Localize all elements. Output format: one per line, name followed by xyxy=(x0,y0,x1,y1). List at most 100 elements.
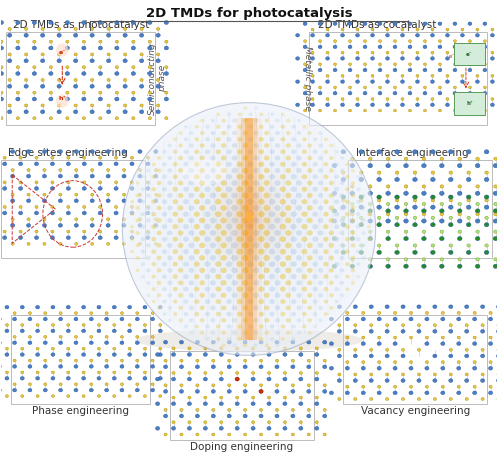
Circle shape xyxy=(112,323,116,326)
Text: 2D TMDs as photocatalyst: 2D TMDs as photocatalyst xyxy=(13,19,149,29)
Circle shape xyxy=(264,131,269,135)
Circle shape xyxy=(356,212,360,216)
Circle shape xyxy=(232,318,237,323)
Circle shape xyxy=(356,28,359,31)
Circle shape xyxy=(252,371,254,374)
Circle shape xyxy=(448,329,453,333)
Circle shape xyxy=(326,28,329,31)
Circle shape xyxy=(302,261,308,267)
Circle shape xyxy=(115,117,118,120)
Circle shape xyxy=(205,137,210,141)
Circle shape xyxy=(386,74,389,77)
Circle shape xyxy=(378,45,382,48)
Ellipse shape xyxy=(234,200,264,238)
Circle shape xyxy=(26,174,30,178)
Circle shape xyxy=(340,294,344,297)
Circle shape xyxy=(122,223,126,227)
Circle shape xyxy=(350,269,355,272)
Circle shape xyxy=(74,34,78,37)
Circle shape xyxy=(285,193,292,198)
Circle shape xyxy=(112,376,116,380)
Circle shape xyxy=(128,347,131,350)
FancyBboxPatch shape xyxy=(454,43,485,65)
Circle shape xyxy=(44,365,48,368)
Circle shape xyxy=(65,97,70,101)
Circle shape xyxy=(114,97,119,101)
Circle shape xyxy=(377,195,382,199)
Circle shape xyxy=(307,205,312,211)
Circle shape xyxy=(449,398,452,400)
Circle shape xyxy=(204,402,208,405)
Circle shape xyxy=(356,51,359,54)
Circle shape xyxy=(146,206,150,208)
Circle shape xyxy=(362,231,366,235)
Circle shape xyxy=(307,168,312,173)
Circle shape xyxy=(285,217,292,223)
Circle shape xyxy=(394,86,396,89)
Circle shape xyxy=(36,353,40,357)
Circle shape xyxy=(194,274,200,279)
Circle shape xyxy=(326,98,329,100)
Circle shape xyxy=(476,157,480,160)
Circle shape xyxy=(212,409,215,411)
Circle shape xyxy=(19,156,22,159)
Circle shape xyxy=(302,287,307,291)
Circle shape xyxy=(59,359,62,362)
Text: Semiconducting
phase: Semiconducting phase xyxy=(148,42,168,115)
Circle shape xyxy=(401,379,405,382)
Circle shape xyxy=(264,331,269,335)
Circle shape xyxy=(226,249,232,255)
Circle shape xyxy=(270,299,275,304)
Circle shape xyxy=(248,186,254,192)
Circle shape xyxy=(362,256,366,260)
Circle shape xyxy=(304,86,306,89)
Circle shape xyxy=(248,211,254,217)
Circle shape xyxy=(393,22,397,25)
Circle shape xyxy=(290,249,296,255)
Circle shape xyxy=(158,347,162,350)
Circle shape xyxy=(334,275,339,279)
Circle shape xyxy=(150,365,154,368)
Circle shape xyxy=(334,187,339,192)
Circle shape xyxy=(418,373,420,376)
Circle shape xyxy=(377,317,381,321)
Circle shape xyxy=(353,329,358,333)
Circle shape xyxy=(248,236,254,242)
Circle shape xyxy=(11,242,14,245)
Circle shape xyxy=(123,110,127,114)
Circle shape xyxy=(466,251,471,255)
Circle shape xyxy=(360,171,363,174)
Circle shape xyxy=(424,109,426,112)
Circle shape xyxy=(66,211,70,215)
Circle shape xyxy=(236,347,239,350)
Circle shape xyxy=(378,312,381,314)
Circle shape xyxy=(362,336,365,339)
Circle shape xyxy=(296,306,302,310)
Circle shape xyxy=(458,185,462,188)
Circle shape xyxy=(356,34,360,37)
Circle shape xyxy=(417,329,421,333)
Circle shape xyxy=(32,91,36,94)
Circle shape xyxy=(417,379,421,382)
Circle shape xyxy=(228,384,231,387)
Circle shape xyxy=(82,395,85,397)
Circle shape xyxy=(28,359,32,362)
Circle shape xyxy=(304,40,306,43)
Circle shape xyxy=(394,386,396,388)
Circle shape xyxy=(98,66,102,69)
Circle shape xyxy=(274,168,280,173)
Circle shape xyxy=(291,162,296,167)
Circle shape xyxy=(264,255,270,261)
Circle shape xyxy=(491,98,494,100)
Circle shape xyxy=(367,212,371,216)
Circle shape xyxy=(431,171,434,174)
Circle shape xyxy=(65,72,70,76)
Circle shape xyxy=(8,34,12,37)
FancyBboxPatch shape xyxy=(10,315,149,404)
Circle shape xyxy=(188,352,192,357)
Circle shape xyxy=(173,162,178,166)
Circle shape xyxy=(441,317,445,321)
Circle shape xyxy=(423,92,427,95)
Circle shape xyxy=(493,219,498,223)
Circle shape xyxy=(441,336,444,339)
